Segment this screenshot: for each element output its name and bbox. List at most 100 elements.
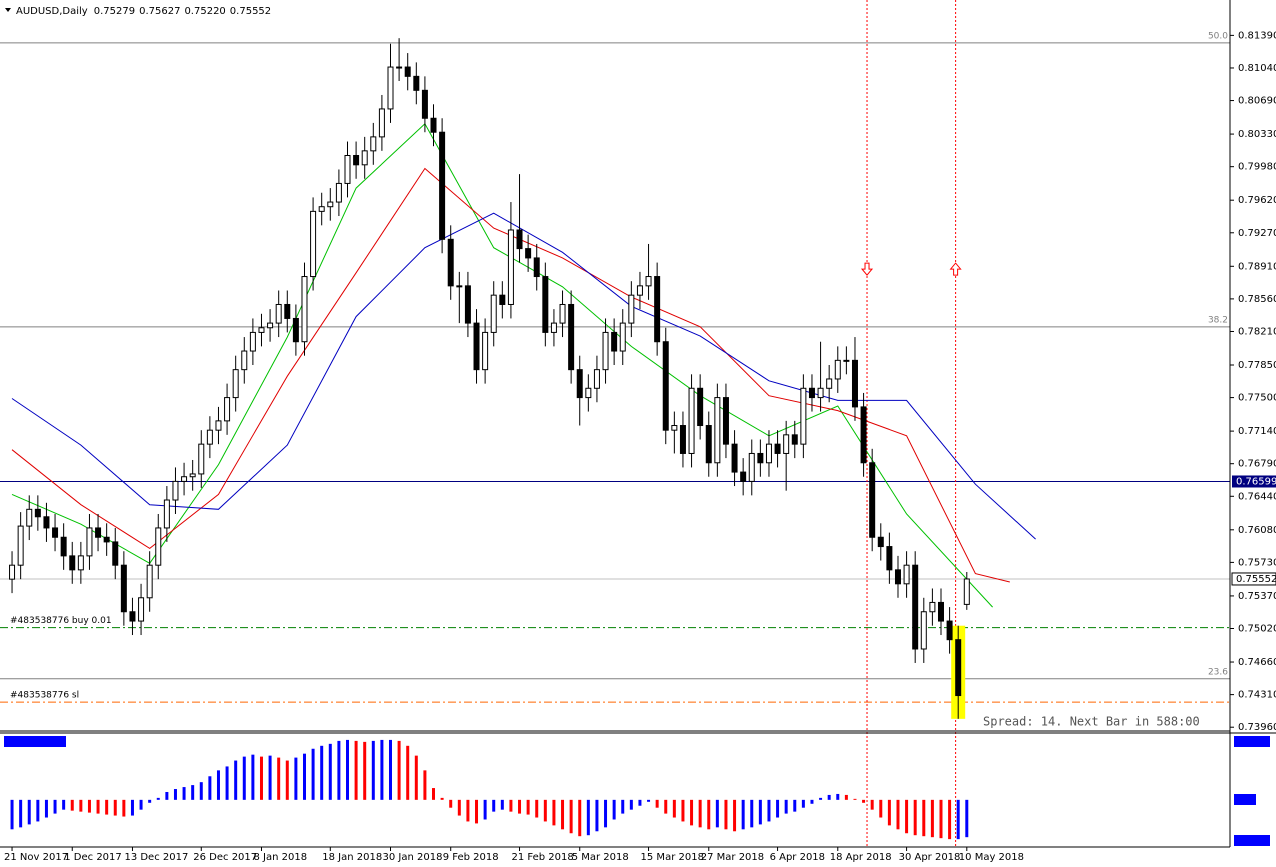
candle-body [155, 527, 162, 566]
candle-body [43, 516, 50, 529]
candle-body [963, 578, 970, 605]
candle-body [120, 564, 127, 613]
candle-body [619, 322, 626, 352]
y-tick-label: 0.78910 [1238, 261, 1276, 272]
x-tick-label: 8 Jan 2018 [253, 852, 307, 863]
y-tick-label: 0.80330 [1238, 129, 1276, 140]
candle-body [482, 331, 489, 371]
y-tick-label: 0.74310 [1238, 690, 1276, 701]
candle-body [748, 452, 755, 482]
fib-label: 38.2 [1208, 315, 1228, 325]
x-tick-label: 6 Apr 2018 [770, 852, 825, 863]
candle-body [903, 564, 910, 585]
current-price: 0.75552 [1236, 574, 1276, 585]
candle-body [301, 276, 308, 343]
signal-arrow [860, 262, 874, 276]
x-tick-label: 30 Jan 2018 [383, 852, 443, 863]
candle-body [34, 508, 41, 518]
candle-body [138, 597, 145, 622]
candle-body [439, 131, 446, 240]
fib-label: 50.0 [1208, 31, 1228, 41]
candle-body [241, 350, 248, 371]
candle-body [344, 154, 351, 184]
y-tick-label: 0.77140 [1238, 426, 1276, 437]
candle-body [17, 525, 24, 566]
order-label: #483538776 buy 0.01 [10, 616, 112, 626]
candle-body [740, 471, 747, 482]
candle-body [60, 536, 67, 557]
candle-body [636, 285, 643, 296]
candle-body [77, 555, 84, 571]
candle-body [456, 285, 463, 288]
candle-body [705, 425, 712, 464]
fib-label: 23.6 [1208, 667, 1228, 677]
order-label: #483538776 sl [10, 691, 79, 701]
candle-body [688, 387, 695, 454]
candle-body [912, 564, 919, 650]
candle-body [937, 601, 944, 622]
x-tick-label: 15 Mar 2018 [641, 852, 704, 863]
indicator-axis-box [1234, 835, 1270, 846]
spread-info: Spread: 14. Next Bar in 588:00 [983, 715, 1200, 729]
candle-body [95, 527, 102, 538]
candle-body [542, 276, 549, 333]
x-tick-label: 30 Apr 2018 [899, 852, 961, 863]
y-tick-label: 0.78210 [1238, 326, 1276, 337]
x-tick-label: 5 Mar 2018 [572, 852, 629, 863]
candle-body [189, 473, 196, 478]
y-tick-label: 0.76790 [1238, 459, 1276, 470]
under-layer [0, 0, 1230, 847]
candle-body [851, 359, 858, 408]
candle-body [404, 66, 411, 77]
candle-body [198, 443, 205, 475]
candle-body [52, 527, 59, 538]
support-price: 0.76599 [1236, 476, 1276, 487]
candle-body [284, 303, 291, 319]
candle-body [215, 420, 222, 431]
x-tick-label: 18 Jan 2018 [322, 852, 382, 863]
candle-body [576, 369, 583, 399]
candle-body [800, 387, 807, 445]
candle-body [593, 369, 600, 389]
candle-body [645, 276, 652, 287]
y-tick-label: 0.81040 [1238, 63, 1276, 74]
candle-body [731, 443, 738, 473]
candle-body [826, 378, 833, 389]
x-tick-label: 26 Dec 2017 [193, 852, 257, 863]
x-tick-label: 13 Dec 2017 [124, 852, 188, 863]
indicator-label-box [4, 736, 66, 747]
candle-body [602, 331, 609, 371]
signal-arrow [949, 262, 962, 276]
candle-body [430, 117, 437, 133]
candle-body [447, 238, 454, 287]
candle-body [292, 317, 299, 343]
candle-body [722, 397, 729, 445]
menu-triangle [5, 8, 11, 12]
candle-body [869, 462, 876, 538]
candle-body [765, 443, 772, 464]
candle-body [103, 536, 110, 543]
candle-body [894, 569, 901, 585]
candle-body [181, 476, 188, 482]
y-tick-label: 0.76440 [1238, 491, 1276, 502]
x-tick-label: 18 Apr 2018 [830, 852, 892, 863]
indicator-axis-box [1234, 794, 1256, 805]
candle-body [26, 508, 33, 527]
x-tick-label: 21 Feb 2018 [512, 852, 574, 863]
close: 0.75552 [230, 6, 271, 17]
candle-body [886, 546, 893, 571]
candle-body [679, 425, 686, 454]
candle-body [568, 303, 575, 371]
candle-body [920, 611, 927, 650]
candle-body [808, 387, 815, 399]
candle-body [611, 331, 618, 352]
candle-body [361, 150, 368, 166]
candle-body [335, 182, 342, 203]
candle-body [714, 397, 721, 464]
support-price-box [1232, 475, 1276, 488]
candle-body [9, 564, 16, 580]
candle-body [396, 66, 403, 69]
candle-body [860, 406, 867, 464]
y-tick-label: 0.79980 [1238, 162, 1276, 173]
